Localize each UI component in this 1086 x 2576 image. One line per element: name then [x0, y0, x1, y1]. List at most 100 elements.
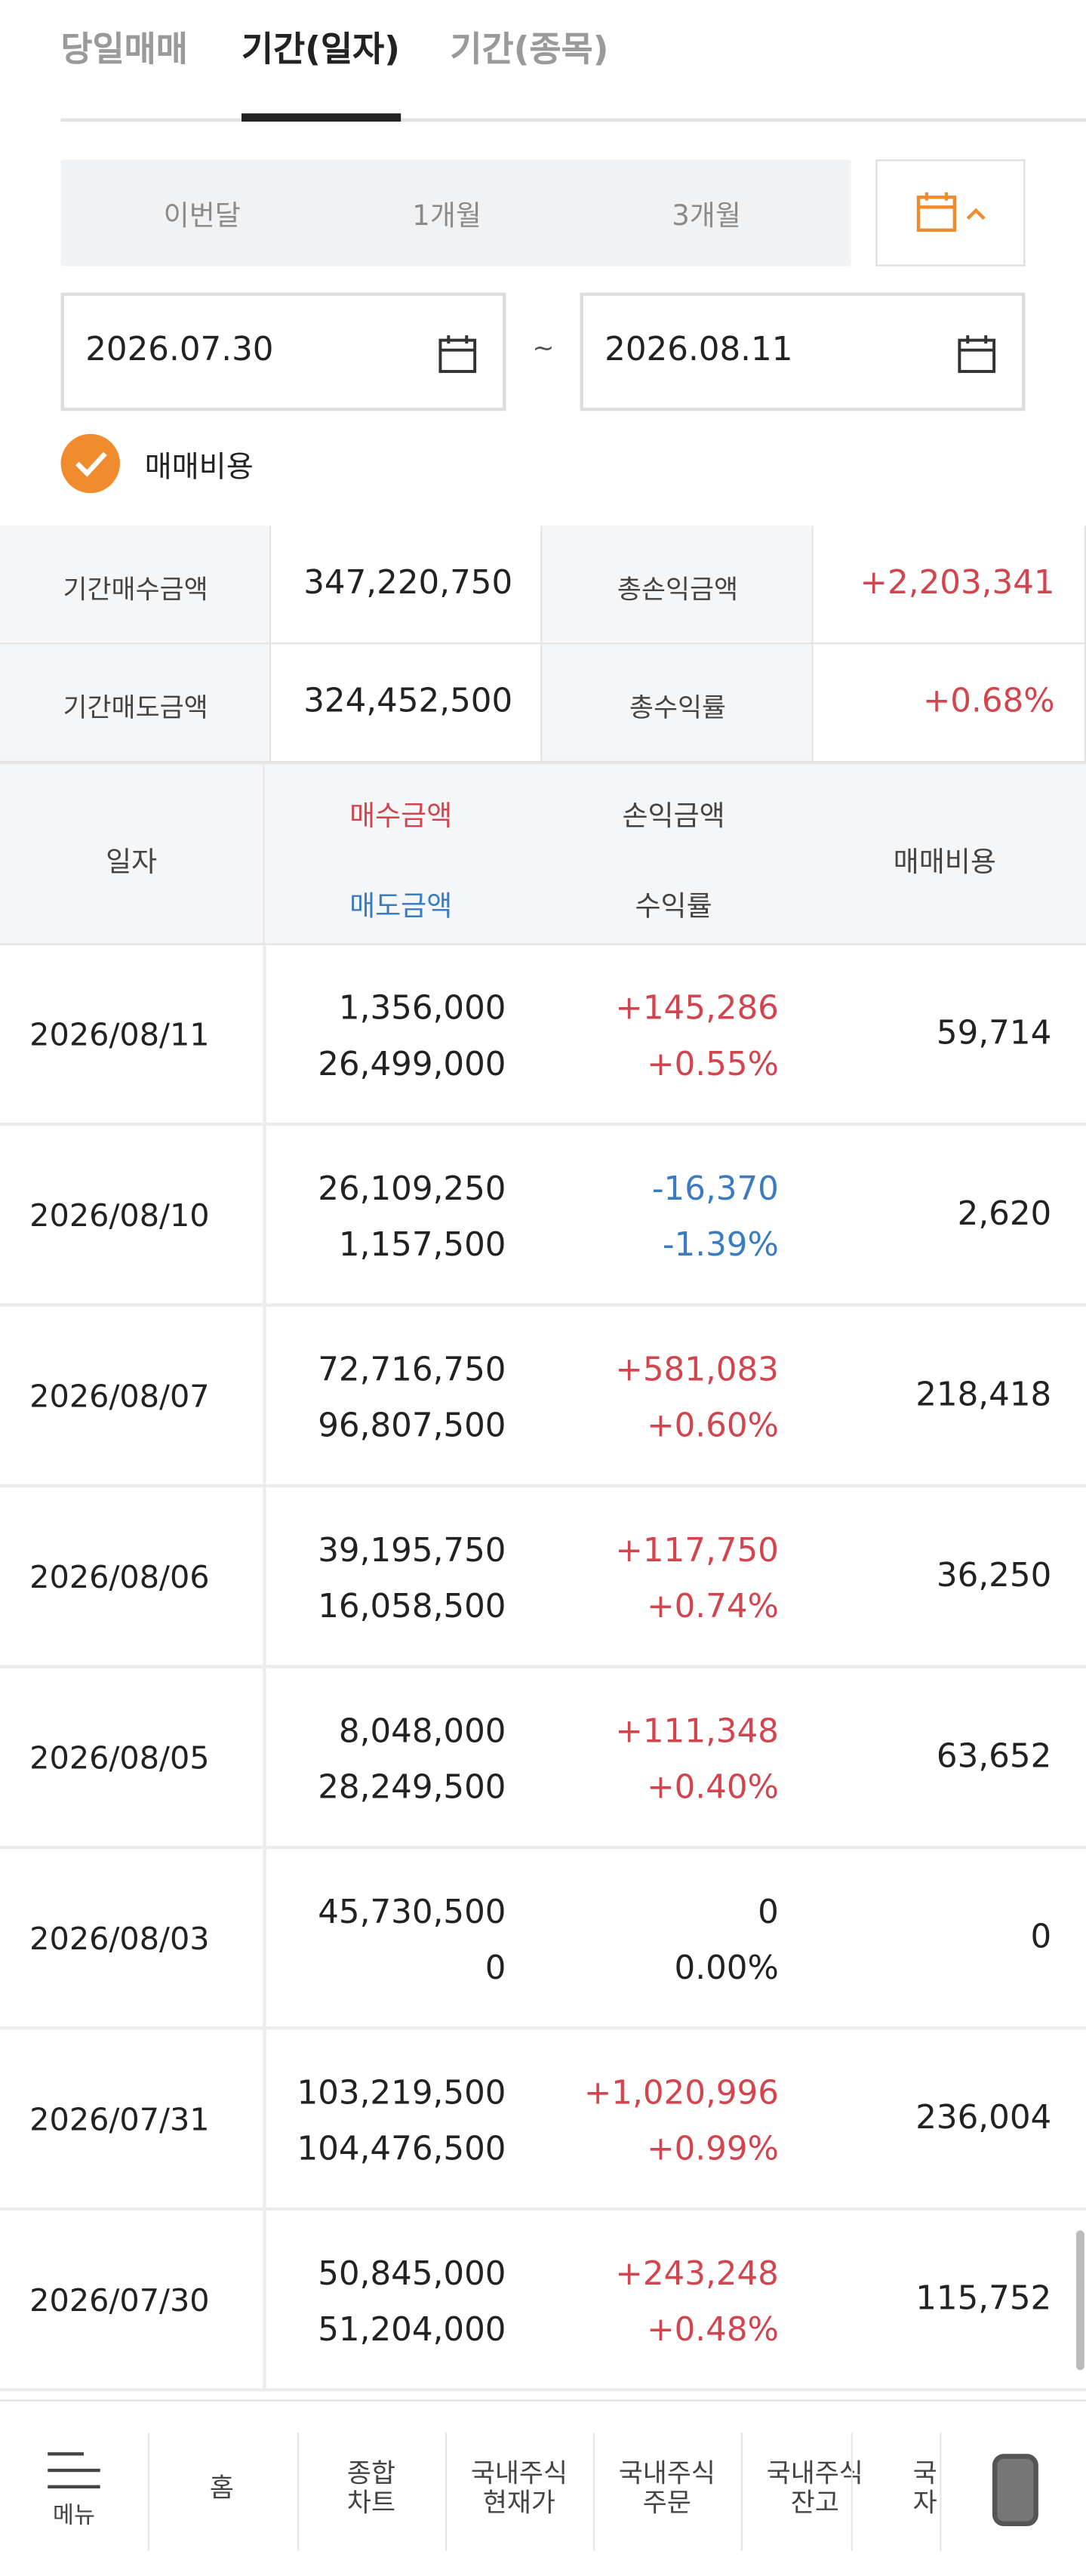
tab[interactable]: 기간(종목) — [450, 29, 609, 69]
checkbox-label: 매매비용 — [144, 450, 254, 485]
row-buy: 103,219,500 — [297, 2072, 506, 2112]
row-date: 2026/07/30 — [29, 2282, 210, 2319]
nav-divider — [147, 2432, 150, 2551]
nav-label[interactable]: 자 — [912, 2486, 937, 2519]
nav-label[interactable]: 종합 — [346, 2457, 396, 2488]
row-rate: 0.00% — [674, 1947, 779, 1987]
row-date: 2026/08/03 — [29, 1921, 210, 1958]
check-mark — [75, 451, 107, 477]
row-rate: +0.48% — [647, 2309, 779, 2349]
row-fee: 63,652 — [936, 1735, 1052, 1776]
row-rate: +0.60% — [647, 1405, 779, 1445]
row-pl: +581,083 — [615, 1349, 779, 1389]
tab[interactable]: 당일매매 — [60, 29, 188, 69]
nav-label[interactable]: 국내주식 — [470, 2457, 568, 2488]
row-divider — [263, 1126, 266, 1307]
row-date: 2026/08/11 — [29, 1017, 210, 1054]
period-button[interactable]: 3개월 — [672, 200, 741, 234]
row-sell: 28,249,500 — [318, 1767, 506, 1807]
row-divider — [263, 2211, 266, 2392]
row-sell: 16,058,500 — [318, 1585, 506, 1626]
row-fee: 36,250 — [936, 1555, 1052, 1595]
nav-label[interactable]: 국내주식 — [618, 2457, 715, 2488]
date-input[interactable] — [580, 292, 1026, 411]
row[interactable] — [0, 2030, 1086, 2211]
row-rate: +0.99% — [647, 2128, 779, 2168]
summary-value: +0.68% — [922, 680, 1055, 720]
row-pl: 0 — [758, 1891, 779, 1931]
row-divider — [263, 1668, 266, 1850]
nav-divider — [592, 2432, 595, 2551]
nav-label[interactable]: 현재가 — [482, 2486, 555, 2519]
period-button[interactable]: 1개월 — [412, 200, 481, 234]
menu-glyph — [48, 2452, 100, 2488]
row-divider — [263, 1306, 266, 1488]
row-date: 2026/08/05 — [29, 1740, 210, 1777]
scrollbar — [1075, 2230, 1084, 2371]
row-fee: 236,004 — [915, 2097, 1052, 2137]
tab[interactable]: 기간(일자) — [242, 29, 401, 69]
row[interactable] — [0, 1307, 1086, 1488]
nav-label[interactable]: 국내주식 — [766, 2457, 863, 2488]
row-fee: 115,752 — [915, 2278, 1052, 2318]
row-date: 2026/08/06 — [29, 1559, 210, 1596]
row-pl: -16,370 — [651, 1168, 779, 1209]
nav-label[interactable]: 메뉴 — [52, 2503, 95, 2530]
row-sell: 104,476,500 — [297, 2128, 506, 2168]
row-divider — [263, 1849, 266, 2030]
row-sell: 51,204,000 — [318, 2309, 506, 2349]
nav-label[interactable]: 홈 — [209, 2472, 234, 2504]
row[interactable] — [0, 1126, 1086, 1307]
row-fee: 218,418 — [915, 1373, 1052, 1414]
row-rate: +0.40% — [647, 1767, 779, 1807]
nav-label[interactable]: 잔고 — [790, 2486, 839, 2519]
row-date: 2026/07/31 — [29, 2102, 210, 2139]
header-rate: 수익률 — [635, 890, 712, 924]
summary-value-cell — [271, 644, 543, 763]
row-buy: 45,730,500 — [318, 1891, 506, 1931]
row-divider — [263, 2029, 266, 2211]
nav-label[interactable]: 차트 — [346, 2486, 396, 2519]
date-text: 2026.07.30 — [85, 328, 274, 368]
row[interactable] — [0, 1849, 1086, 2030]
calendar-icon — [958, 335, 996, 373]
summary-value: 347,220,750 — [303, 562, 513, 602]
nav-handle[interactable] — [992, 2454, 1038, 2527]
row-pl: +145,286 — [615, 988, 779, 1028]
row-pl: +117,750 — [615, 1530, 779, 1570]
summary-label-cell — [542, 525, 814, 645]
row-sell: 1,157,500 — [338, 1224, 506, 1265]
header-pl: 손익금액 — [622, 800, 725, 834]
row-buy: 39,195,750 — [318, 1530, 506, 1570]
checkbox[interactable] — [60, 433, 120, 494]
date-input[interactable] — [60, 292, 506, 411]
row-pl: +111,348 — [615, 1711, 779, 1751]
row-rate: +0.55% — [647, 1043, 779, 1083]
row[interactable] — [0, 945, 1086, 1126]
row-date: 2026/08/10 — [29, 1198, 210, 1234]
nav-divider — [740, 2432, 743, 2551]
nav-label[interactable]: 주문 — [642, 2486, 691, 2519]
header-fee: 매매비용 — [893, 846, 996, 880]
nav-label[interactable]: 국 — [912, 2457, 937, 2488]
row-fee: 2,620 — [957, 1193, 1052, 1233]
bottom-nav — [0, 2399, 1086, 2576]
row[interactable] — [0, 1669, 1086, 1850]
row[interactable] — [0, 2211, 1086, 2392]
row-rate: -1.39% — [662, 1224, 779, 1265]
row-date: 2026/08/07 — [29, 1379, 210, 1416]
summary-label-cell — [0, 644, 272, 763]
row[interactable] — [0, 1487, 1086, 1669]
header-date: 일자 — [106, 846, 158, 880]
summary-value: +2,203,341 — [860, 562, 1055, 602]
row-sell: 96,807,500 — [318, 1405, 506, 1445]
tab-divider — [60, 118, 1086, 122]
calendar-toggle[interactable] — [875, 159, 1026, 267]
period-button[interactable]: 이번달 — [163, 200, 241, 234]
row-fee: 0 — [1030, 1916, 1052, 1956]
date-separator: ~ — [532, 331, 555, 364]
row-sell: 0 — [485, 1947, 506, 1987]
header-buy: 매수금액 — [349, 800, 453, 834]
summary-label-cell — [542, 644, 814, 763]
